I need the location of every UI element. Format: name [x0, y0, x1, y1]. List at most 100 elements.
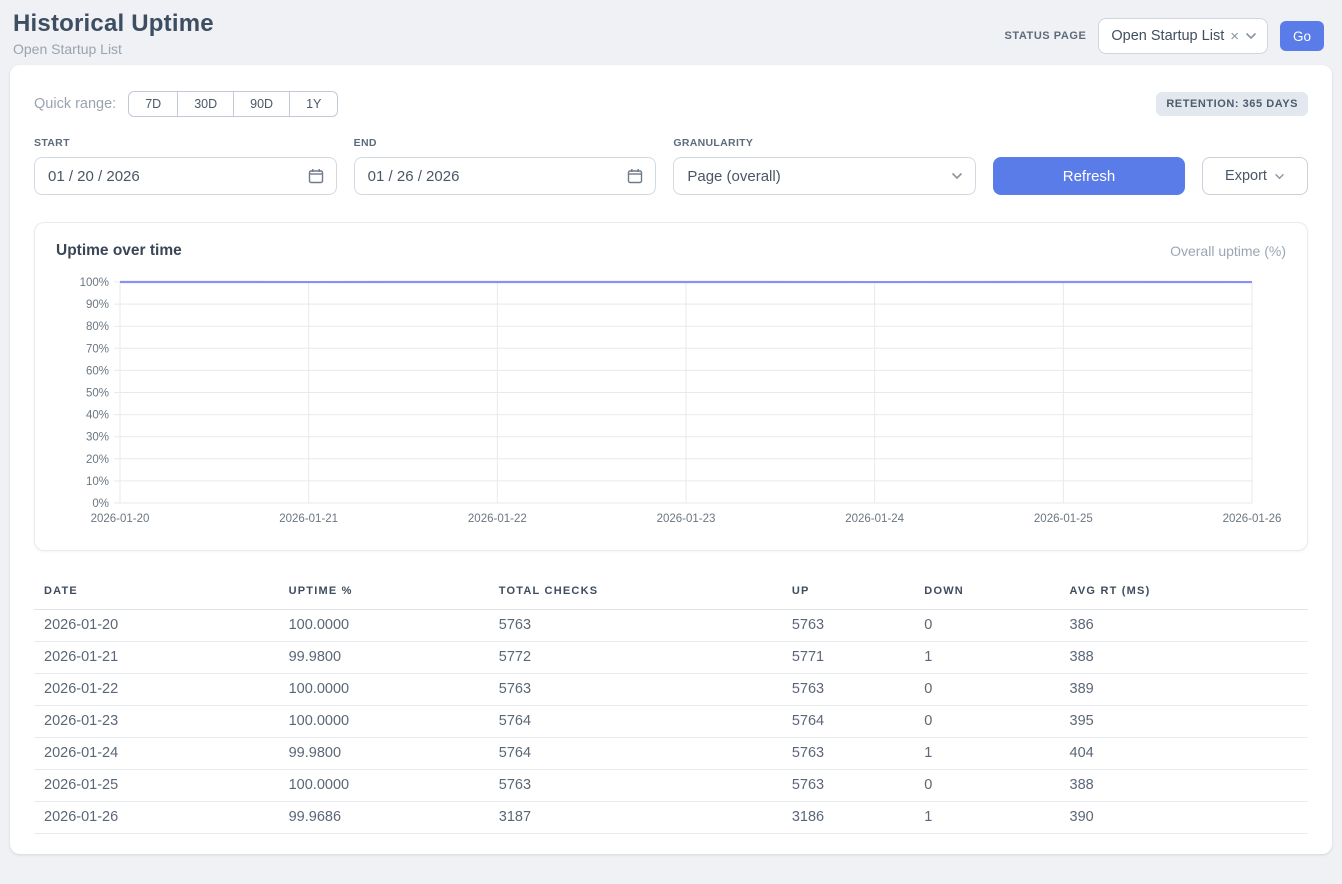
retention-badge: RETENTION: 365 DAYS	[1156, 92, 1308, 116]
status-page-select[interactable]: Open Startup List ×	[1098, 18, 1268, 54]
table-cell: 5772	[489, 642, 782, 674]
table-cell: 0	[914, 674, 1059, 706]
table-cell: 5763	[782, 738, 914, 770]
y-axis-tick-label: 20%	[86, 454, 109, 466]
table-cell: 389	[1060, 674, 1308, 706]
table-cell: 5763	[489, 610, 782, 642]
table-cell: 5763	[489, 674, 782, 706]
quick-range-30d[interactable]: 30D	[178, 91, 234, 117]
quick-range-90d[interactable]: 90D	[234, 91, 290, 117]
table-cell: 2026-01-25	[34, 770, 279, 802]
y-axis-tick-label: 90%	[86, 299, 109, 311]
table-cell: 100.0000	[279, 770, 489, 802]
status-page-selected-value: Open Startup List	[1111, 28, 1224, 44]
table-cell: 5763	[489, 770, 782, 802]
table-cell: 2026-01-26	[34, 802, 279, 834]
table-cell: 5764	[489, 706, 782, 738]
table-cell: 5763	[782, 610, 914, 642]
calendar-icon[interactable]	[308, 168, 324, 184]
end-date-input[interactable]: 01 / 26 / 2026	[354, 157, 657, 195]
quick-range-1y[interactable]: 1Y	[290, 91, 338, 117]
start-label: START	[34, 137, 337, 149]
chevron-down-icon	[1245, 32, 1257, 40]
y-axis-tick-label: 10%	[86, 476, 109, 488]
table-cell: 5771	[782, 642, 914, 674]
table-cell: 100.0000	[279, 706, 489, 738]
chart-panel: Uptime over time Overall uptime (%) 0% 10…	[34, 222, 1308, 551]
end-date-value: 01 / 26 / 2026	[368, 168, 460, 185]
column-header: AVG RT (MS)	[1060, 579, 1308, 610]
table-cell: 5763	[782, 674, 914, 706]
table-cell: 100.0000	[279, 610, 489, 642]
quick-range-group: 7D30D90D1Y	[128, 91, 338, 117]
table-cell: 2026-01-24	[34, 738, 279, 770]
y-axis-tick-label: 40%	[86, 410, 109, 422]
table-cell: 2026-01-21	[34, 642, 279, 674]
chart-legend: Overall uptime (%)	[1170, 243, 1286, 259]
page-subtitle: Open Startup List	[13, 41, 214, 57]
table-cell: 2026-01-20	[34, 610, 279, 642]
quick-range-label: Quick range:	[34, 96, 116, 112]
table-row: 2026-01-2699.9686318731861390	[34, 802, 1308, 834]
y-axis-tick-label: 60%	[86, 365, 109, 377]
chart-title: Uptime over time	[56, 242, 182, 260]
x-axis-tick-label: 2026-01-22	[468, 513, 527, 525]
table-cell: 99.9800	[279, 738, 489, 770]
x-axis-tick-label: 2026-01-24	[845, 513, 904, 525]
x-axis-tick-label: 2026-01-20	[91, 513, 150, 525]
table-cell: 5764	[489, 738, 782, 770]
table-row: 2026-01-20100.0000576357630386	[34, 610, 1308, 642]
x-axis-tick-label: 2026-01-25	[1034, 513, 1093, 525]
table-row: 2026-01-2499.9800576457631404	[34, 738, 1308, 770]
export-button-label: Export	[1225, 168, 1267, 184]
y-axis-tick-label: 100%	[80, 277, 109, 289]
x-axis-tick-label: 2026-01-23	[657, 513, 716, 525]
granularity-selected-value: Page (overall)	[687, 168, 780, 185]
table-cell: 390	[1060, 802, 1308, 834]
column-header: UP	[782, 579, 914, 610]
go-button[interactable]: Go	[1280, 21, 1324, 51]
y-axis-tick-label: 70%	[86, 343, 109, 355]
column-header: TOTAL CHECKS	[489, 579, 782, 610]
page-header: Historical Uptime Open Startup List STAT…	[0, 0, 1342, 65]
x-axis-tick-label: 2026-01-21	[279, 513, 338, 525]
table-cell: 5764	[782, 706, 914, 738]
quick-range-7d[interactable]: 7D	[128, 91, 178, 117]
main-panel: Quick range: 7D30D90D1Y RETENTION: 365 D…	[10, 65, 1332, 854]
table-cell: 99.9686	[279, 802, 489, 834]
table-cell: 386	[1060, 610, 1308, 642]
calendar-icon[interactable]	[627, 168, 643, 184]
table-cell: 1	[914, 642, 1059, 674]
y-axis-tick-label: 30%	[86, 432, 109, 444]
y-axis-tick-label: 80%	[86, 321, 109, 333]
y-axis-tick-label: 0%	[92, 498, 109, 510]
column-header: DATE	[34, 579, 279, 610]
granularity-select[interactable]: Page (overall)	[673, 157, 976, 195]
clear-selection-icon[interactable]: ×	[1230, 29, 1239, 44]
table-cell: 5763	[782, 770, 914, 802]
page-title: Historical Uptime	[13, 10, 214, 38]
table-cell: 3186	[782, 802, 914, 834]
table-header-row: DATEUPTIME %TOTAL CHECKSUPDOWNAVG RT (MS…	[34, 579, 1308, 610]
table-cell: 3187	[489, 802, 782, 834]
table-cell: 404	[1060, 738, 1308, 770]
table-row: 2026-01-2199.9800577257711388	[34, 642, 1308, 674]
table-row: 2026-01-22100.0000576357630389	[34, 674, 1308, 706]
uptime-table: DATEUPTIME %TOTAL CHECKSUPDOWNAVG RT (MS…	[34, 579, 1308, 834]
y-axis-tick-label: 50%	[86, 388, 109, 400]
table-row: 2026-01-25100.0000576357630388	[34, 770, 1308, 802]
table-cell: 2026-01-22	[34, 674, 279, 706]
export-button[interactable]: Export	[1202, 157, 1308, 195]
refresh-button[interactable]: Refresh	[993, 157, 1185, 195]
table-cell: 0	[914, 770, 1059, 802]
table-cell: 0	[914, 610, 1059, 642]
table-cell: 395	[1060, 706, 1308, 738]
uptime-line-chart: 0% 10% 20% 30% 40% 50% 60% 70% 80% 90% 100% 2026-01…	[56, 273, 1288, 529]
column-header: UPTIME %	[279, 579, 489, 610]
x-axis-tick-label: 2026-01-26	[1223, 513, 1282, 525]
start-date-input[interactable]: 01 / 20 / 2026	[34, 157, 337, 195]
table-cell: 1	[914, 802, 1059, 834]
granularity-label: GRANULARITY	[673, 137, 976, 149]
chevron-down-icon	[951, 172, 963, 180]
end-label: END	[354, 137, 657, 149]
